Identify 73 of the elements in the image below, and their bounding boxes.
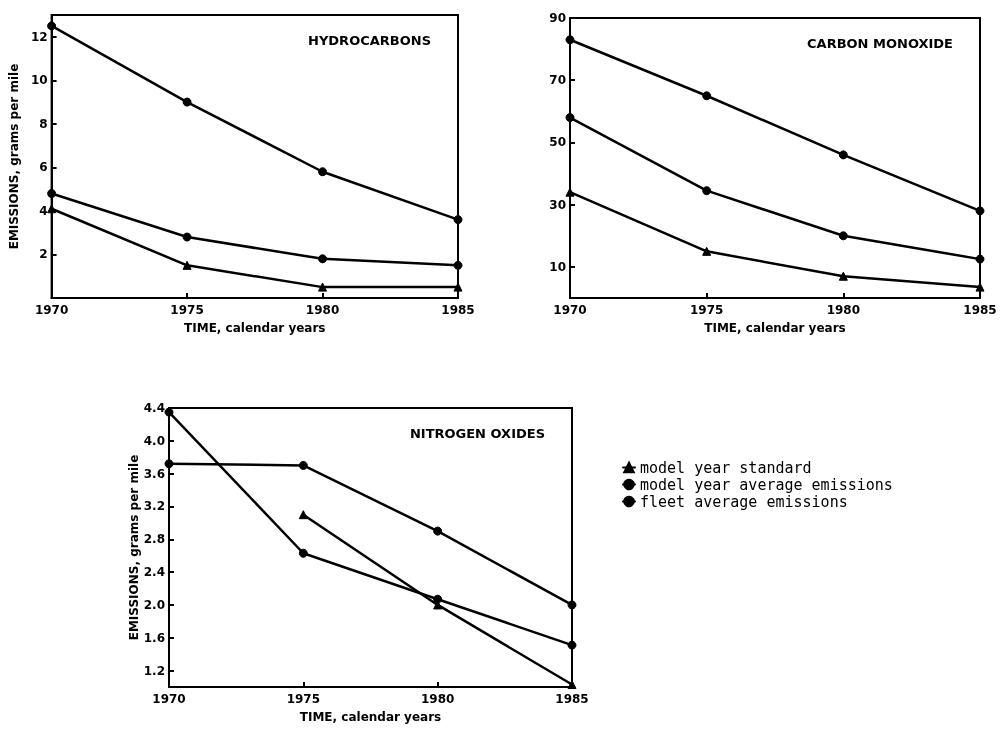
point bbox=[318, 282, 328, 292]
point bbox=[565, 113, 575, 123]
y-tick-label: 4.0 bbox=[143, 433, 165, 448]
point bbox=[182, 260, 192, 270]
point bbox=[453, 260, 463, 270]
point bbox=[298, 460, 308, 470]
x-axis-title: TIME, calendar years bbox=[299, 710, 442, 724]
y-tick-label: 4.4 bbox=[143, 401, 165, 415]
point bbox=[838, 271, 848, 281]
y-tick-label: 4 bbox=[39, 203, 48, 218]
y-tick-label: 3.2 bbox=[143, 499, 165, 514]
legend-label: fleet average emissions bbox=[640, 492, 848, 511]
text: NITROGEN OXIDES bbox=[409, 426, 546, 441]
point bbox=[975, 206, 985, 216]
point bbox=[182, 97, 192, 107]
x-tick-label: 1975 bbox=[689, 303, 724, 317]
point bbox=[565, 35, 575, 45]
x-tick-label: 1970 bbox=[152, 692, 186, 706]
y-tick-label: 3.6 bbox=[143, 466, 165, 481]
point bbox=[47, 204, 57, 214]
point bbox=[164, 459, 174, 469]
point bbox=[838, 231, 848, 241]
text: HYDROCARBONS bbox=[308, 33, 432, 48]
y-tick-label: 2.4 bbox=[143, 565, 165, 580]
x-tick-label: 1985 bbox=[555, 692, 589, 706]
y-tick-label: 10 bbox=[30, 73, 48, 88]
legend-label: model year average emissions bbox=[640, 475, 893, 494]
point bbox=[453, 215, 463, 225]
point bbox=[702, 186, 712, 196]
point bbox=[318, 167, 328, 177]
x-tick-label: 1970 bbox=[34, 303, 69, 317]
x-axis-title: TIME, calendar years bbox=[704, 321, 846, 335]
point bbox=[975, 254, 985, 264]
y-tick-label: 10 bbox=[549, 259, 566, 274]
y-tick-label: 2.8 bbox=[143, 532, 165, 547]
y-tick-label: 30 bbox=[549, 197, 566, 212]
point bbox=[298, 548, 308, 558]
point bbox=[433, 526, 443, 536]
point bbox=[47, 21, 57, 31]
y-tick-label: 50 bbox=[549, 135, 566, 150]
x-axis-title: TIME, calendar years bbox=[184, 321, 326, 335]
x-tick-label: 1985 bbox=[963, 303, 997, 317]
y-tick-label: 1.2 bbox=[143, 663, 165, 678]
x-tick-label: 1980 bbox=[826, 303, 861, 317]
point bbox=[838, 150, 848, 160]
point bbox=[702, 246, 712, 256]
x-tick-label: 1975 bbox=[286, 692, 321, 706]
y-tick-label: 8 bbox=[39, 116, 48, 131]
point bbox=[164, 407, 174, 417]
y-tick-label: 70 bbox=[549, 73, 566, 88]
y-axis-title: EMISSIONS, grams per mile bbox=[7, 63, 21, 250]
x-tick-label: 1985 bbox=[441, 303, 475, 317]
x-tick-label: 1970 bbox=[553, 303, 587, 317]
x-tick-label: 1980 bbox=[420, 692, 455, 706]
y-axis-title: EMISSIONS, grams per mile bbox=[126, 454, 141, 641]
point bbox=[298, 510, 308, 520]
point bbox=[433, 594, 443, 604]
y-tick-label: 12 bbox=[30, 29, 48, 44]
point bbox=[567, 640, 577, 650]
point bbox=[182, 232, 192, 242]
point bbox=[47, 189, 57, 199]
point bbox=[567, 600, 577, 610]
y-tick-label: 2.0 bbox=[143, 597, 165, 612]
point bbox=[702, 91, 712, 101]
point bbox=[318, 254, 328, 264]
text: CARBON MONOXIDE bbox=[807, 36, 953, 51]
x-tick-label: 1975 bbox=[170, 303, 204, 317]
y-tick-label: 1.6 bbox=[143, 630, 165, 645]
legend-label: model year standard bbox=[640, 458, 812, 477]
x-tick-label: 1980 bbox=[305, 303, 340, 317]
y-tick-label: 2 bbox=[39, 247, 48, 262]
y-tick-label: 90 bbox=[549, 11, 566, 25]
y-tick-label: 6 bbox=[39, 160, 48, 175]
